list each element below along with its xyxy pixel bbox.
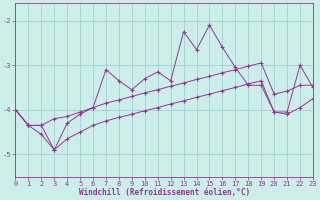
X-axis label: Windchill (Refroidissement éolien,°C): Windchill (Refroidissement éolien,°C) bbox=[79, 188, 250, 197]
